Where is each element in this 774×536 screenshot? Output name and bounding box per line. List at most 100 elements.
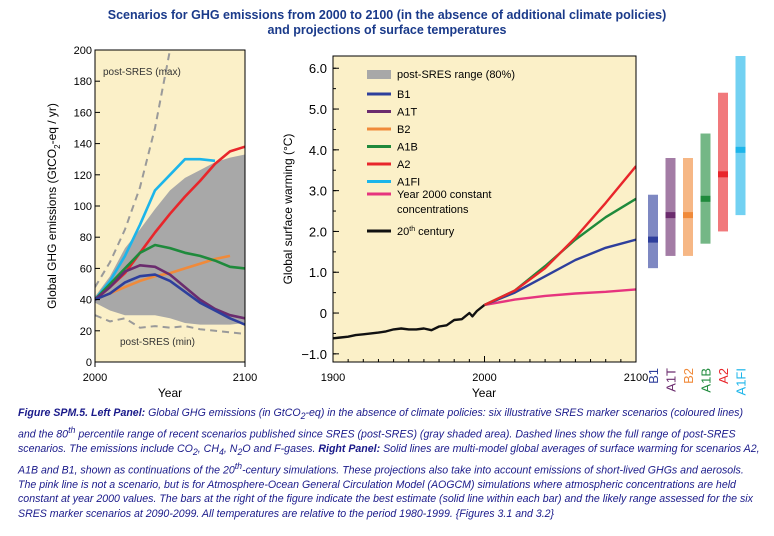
right-y-tick-label: 0	[320, 306, 327, 321]
legend-c20-number: 20	[397, 226, 409, 238]
caption-text8: -century simulations. These projections …	[18, 464, 753, 520]
caption-text1: Global GHG emissions (in GtCO	[145, 407, 301, 419]
legend-label-range: post-SRES range (80%)	[397, 69, 515, 81]
right-y-axis-label: Global surface warming (°C)	[281, 134, 295, 285]
left-y-tick-label: 40	[80, 295, 92, 307]
right-y-tick-label: 2.0	[309, 224, 327, 239]
likely-range-bar-b1: B1	[646, 194, 661, 384]
caption-text7: Solid lines are multi-model global avera…	[18, 443, 760, 477]
left-y-axis-label-part1: Global GHG emissions (GtCO	[45, 149, 59, 309]
legend-label-a1t: A1T	[397, 107, 417, 119]
left-y-tick-label: 140	[74, 139, 92, 151]
title-line-2: and projections of surface temperatures	[267, 23, 507, 37]
caption-sub4: 4	[218, 447, 224, 458]
likely-range-bar-a1fi: A1FI	[734, 56, 749, 395]
likely-range-bar-b2: B2	[681, 158, 696, 384]
likely-range-bar-fill	[700, 133, 711, 244]
legend-c20-suffix: century	[415, 226, 455, 238]
bar-label-a2: A2	[716, 368, 731, 384]
left-y-tick-label: 0	[86, 357, 92, 369]
best-estimate-mark	[718, 171, 728, 178]
post-sres-min-dashed-line	[95, 314, 245, 335]
figure-svg: post-SRES (max) post-SRES (min) 02040608…	[45, 45, 749, 400]
caption-sub5: 2	[237, 447, 243, 458]
bar-label-b1: B1	[646, 368, 661, 384]
left-y-axis-label-sub: 2	[53, 144, 62, 149]
legend-swatch-range	[367, 70, 391, 79]
left-series-a1t	[95, 264, 245, 320]
legend: post-SRES range (80%) B1 A1T B2 A1B A2 A1FI Y…	[367, 69, 515, 238]
left-series-a1b	[95, 243, 245, 301]
left-y-tick-label: 200	[74, 45, 92, 57]
label-post-sres-max: post-SRES (max)	[103, 67, 181, 78]
label-post-sres-min: post-SRES (min)	[120, 337, 195, 348]
post-sres-max-dashed-line	[95, 50, 172, 288]
caption-fig-label: Figure SPM.5.	[18, 407, 89, 419]
left-series-b2	[95, 254, 231, 301]
left-y-axis-label-part2: -eq / yr)	[45, 103, 59, 144]
right-y-tick-label: 5.0	[309, 102, 327, 117]
caption-sup2: th	[68, 425, 76, 436]
caption-left-label: Left Panel:	[91, 407, 146, 419]
bar-label-a1fi: A1FI	[734, 368, 749, 395]
legend-c20-sup: th	[409, 226, 415, 233]
legend-label-constant-1: Year 2000 constant	[397, 189, 491, 201]
likely-range-bar-a1b: A1B	[699, 133, 714, 393]
right-x-tick-label: 2000	[472, 372, 496, 384]
caption-sub3: 2	[192, 447, 198, 458]
figure-caption: Figure SPM.5. Left Panel: Global GHG emi…	[18, 406, 760, 521]
bar-label-a1t: A1T	[664, 368, 679, 392]
right-series-const	[484, 288, 636, 307]
left-y-tick-label: 60	[80, 263, 92, 275]
likely-range-bar-fill	[648, 194, 658, 269]
right-y-tick-label: 1.0	[309, 265, 327, 280]
right-y-tick-label: 3.0	[309, 184, 327, 199]
right-panel: −1.0 0 1.0 2.0 3.0 4.0 5.0 6.0 1900 2000 2100 Yea…	[281, 55, 749, 400]
left-y-tick-label: 20	[80, 326, 92, 338]
right-x-tick-label: 2100	[624, 372, 648, 384]
best-estimate-mark	[700, 195, 711, 202]
left-y-tick-label: 180	[74, 76, 92, 88]
left-x-tick-label: 2000	[83, 372, 107, 384]
bar-label-a1b: A1B	[699, 368, 714, 393]
best-estimate-mark	[648, 236, 658, 243]
legend-label-a2: A2	[397, 159, 410, 171]
left-x-axis-label: Year	[158, 386, 182, 400]
left-series-b1	[95, 273, 245, 326]
right-x-tick-label: 1900	[321, 372, 345, 384]
right-y-tick-label: 4.0	[309, 143, 327, 158]
caption-text3: percentile range of recent scenarios pub…	[18, 428, 736, 456]
right-series-b1	[484, 238, 636, 307]
figure-title: Scenarios for GHG emissions from 2000 to…	[0, 8, 774, 38]
left-y-tick-label: 120	[74, 170, 92, 182]
post-sres-range-band	[95, 154, 245, 325]
right-y-tick-label: 6.0	[309, 61, 327, 76]
bar-label-b2: B2	[681, 368, 696, 384]
caption-text2: -eq) in the absence of climate policies:…	[18, 407, 743, 441]
title-line-1: Scenarios for GHG emissions from 2000 to…	[107, 8, 667, 22]
caption-sub1: 2	[300, 411, 306, 422]
left-y-tick-label: 100	[74, 201, 92, 213]
best-estimate-mark	[665, 212, 676, 219]
likely-range-bar-a2: A2	[716, 92, 731, 384]
legend-label-a1fi: A1FI	[397, 177, 420, 189]
right-series-c20	[333, 303, 486, 340]
likely-range-bar-fill	[735, 56, 746, 216]
legend-label-b1: B1	[397, 89, 410, 101]
likely-range-bar-a1t: A1T	[664, 158, 679, 392]
left-x-tick-label: 2100	[233, 372, 257, 384]
left-y-tick-label: 80	[80, 232, 92, 244]
caption-right-label: Right Panel:	[318, 443, 381, 456]
caption-text4: , CH	[197, 443, 219, 456]
left-panel: post-SRES (max) post-SRES (min) 0 20 40 60 8…	[45, 45, 257, 400]
likely-range-bar-fill	[665, 158, 676, 256]
right-x-axis-label: Year	[472, 386, 496, 400]
left-series-a1fi	[95, 157, 216, 301]
right-y-tick-label: −1.0	[301, 347, 327, 362]
legend-label-constant-2: concentrations	[397, 204, 469, 216]
likely-range-bar-fill	[718, 92, 728, 232]
best-estimate-mark	[735, 146, 746, 153]
right-plot-background	[333, 56, 636, 362]
caption-sup7: th	[234, 461, 243, 472]
legend-label-b2: B2	[397, 124, 410, 136]
